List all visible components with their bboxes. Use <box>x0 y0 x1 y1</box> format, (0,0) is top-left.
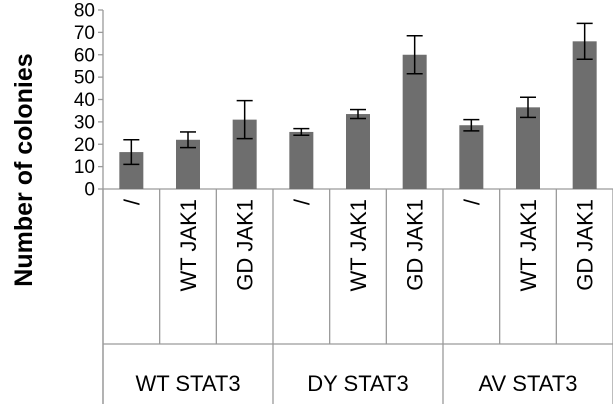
y-tick-label: 60 <box>74 45 95 66</box>
category-label: GD JAK1 <box>573 199 598 291</box>
bar <box>459 125 484 189</box>
category-label: / <box>119 198 144 205</box>
category-label: WT JAK1 <box>176 199 201 292</box>
y-tick-label: 50 <box>74 68 95 89</box>
y-tick-label: 40 <box>74 90 95 111</box>
category-label: GD JAK1 <box>403 199 428 291</box>
group-label: DY STAT3 <box>307 371 408 396</box>
bar <box>572 41 597 190</box>
bars <box>119 22 597 190</box>
y-tick-label: 30 <box>74 112 95 133</box>
group-label: WT STAT3 <box>135 371 240 396</box>
category-label: WT JAK1 <box>516 199 541 292</box>
y-tick-label: 0 <box>84 180 95 201</box>
bar <box>402 54 427 189</box>
bar <box>516 107 540 189</box>
bar <box>289 131 314 189</box>
category-label: / <box>289 198 314 205</box>
y-tick-label: 10 <box>74 157 95 178</box>
y-axis-label: Number of colonies <box>10 53 38 286</box>
category-label: WT JAK1 <box>346 199 371 292</box>
y-tick-label: 80 <box>74 1 95 22</box>
category-label: GD JAK1 <box>233 199 258 291</box>
bar <box>346 114 370 189</box>
category-label: / <box>459 198 484 205</box>
y-tick-label: 70 <box>74 23 95 44</box>
y-tick-label: 20 <box>74 135 95 156</box>
group-label: AV STAT3 <box>478 371 577 396</box>
